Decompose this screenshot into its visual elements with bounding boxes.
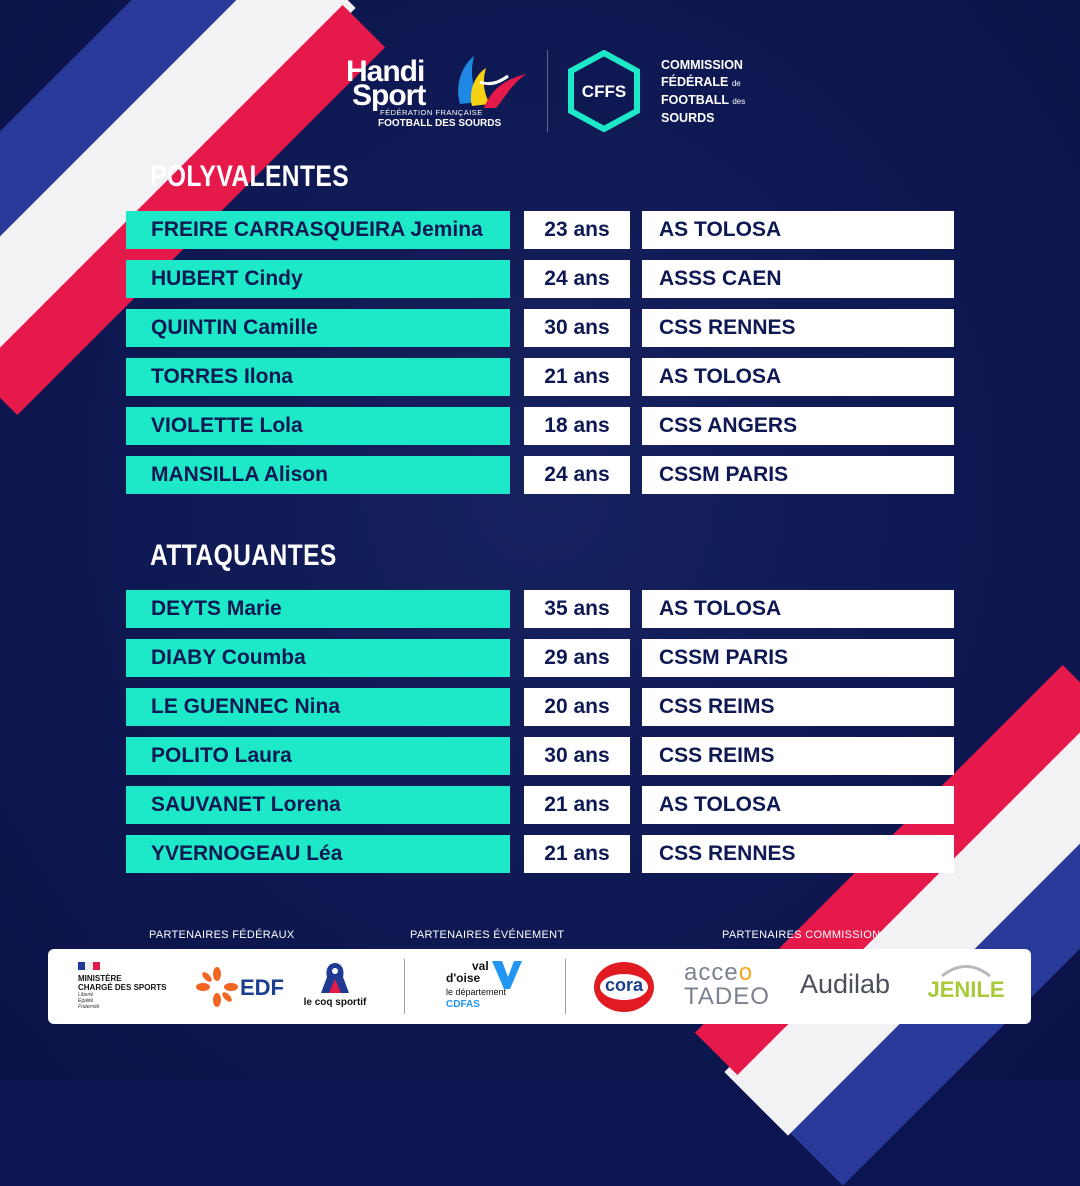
player-club: CSSM PARIS bbox=[642, 456, 954, 494]
player-club: CSS RENNES bbox=[642, 835, 954, 873]
player-age: 21 ans bbox=[524, 786, 630, 824]
player-row: FREIRE CARRASQUEIRA Jemina 23 ans AS TOL… bbox=[126, 211, 954, 249]
rooster-icon bbox=[321, 963, 349, 993]
acceo-line2: tadeo bbox=[684, 983, 770, 1010]
player-age: 30 ans bbox=[524, 309, 630, 347]
player-name: LE GUENNEC Nina bbox=[126, 688, 510, 726]
player-club: AS TOLOSA bbox=[642, 786, 954, 824]
partners-panel: MINISTÈRE CHARGÉ DES SPORTS Liberté Égal… bbox=[48, 949, 1031, 1024]
valdoise-logo: val d'oise le département CDFAS bbox=[446, 959, 526, 1015]
acceo-line1: acceo bbox=[684, 959, 754, 986]
player-age: 35 ans bbox=[524, 590, 630, 628]
jenile-arc-icon bbox=[941, 965, 991, 977]
french-flag-icon bbox=[78, 962, 100, 970]
valdoise-line4: CDFAS bbox=[446, 999, 480, 1010]
player-name: QUINTIN Camille bbox=[126, 309, 510, 347]
player-club: AS TOLOSA bbox=[642, 211, 954, 249]
player-row: VIOLETTE Lola 18 ans CSS ANGERS bbox=[126, 407, 954, 445]
ministere-motto3: Fraternité bbox=[78, 1004, 100, 1010]
player-row: MANSILLA Alison 24 ans CSSM PARIS bbox=[126, 456, 954, 494]
ministere-line1: MINISTÈRE bbox=[78, 974, 122, 983]
player-age: 21 ans bbox=[524, 358, 630, 396]
player-row: YVERNOGEAU Léa 21 ans CSS RENNES bbox=[126, 835, 954, 873]
player-club: AS TOLOSA bbox=[642, 358, 954, 396]
player-age: 30 ans bbox=[524, 737, 630, 775]
player-age: 29 ans bbox=[524, 639, 630, 677]
player-name: VIOLETTE Lola bbox=[126, 407, 510, 445]
edf-logo: EDF bbox=[196, 967, 286, 1007]
player-row: DIABY Coumba 29 ans CSSM PARIS bbox=[126, 639, 954, 677]
cfFs-badge-icon: CFFS bbox=[568, 50, 640, 132]
cfFs-line1: COMMISSION bbox=[661, 58, 743, 72]
player-club: CSS RENNES bbox=[642, 309, 954, 347]
player-name: SAUVANET Lorena bbox=[126, 786, 510, 824]
jenile-logo: JENILE bbox=[924, 961, 1008, 1013]
jenile-text: JENILE bbox=[927, 977, 1005, 1002]
player-name: HUBERT Cindy bbox=[126, 260, 510, 298]
handisport-logo: Handi Sport FÉDÉRATION FRANÇAISE FOOTBAL… bbox=[342, 52, 532, 134]
player-name: FREIRE CARRASQUEIRA Jemina bbox=[126, 211, 510, 249]
player-row: LE GUENNEC Nina 20 ans CSS REIMS bbox=[126, 688, 954, 726]
ministere-motto1: Liberté bbox=[78, 992, 94, 998]
player-age: 21 ans bbox=[524, 835, 630, 873]
player-age: 24 ans bbox=[524, 260, 630, 298]
player-age: 20 ans bbox=[524, 688, 630, 726]
player-club: CSS REIMS bbox=[642, 737, 954, 775]
ministere-line2: CHARGÉ DES SPORTS bbox=[78, 983, 167, 992]
edf-text: EDF bbox=[240, 975, 284, 1000]
handisport-word-handi: Handi bbox=[346, 55, 425, 88]
cora-text: cora bbox=[604, 975, 644, 995]
player-age: 18 ans bbox=[524, 407, 630, 445]
header-divider bbox=[547, 50, 548, 132]
handisport-federation: FÉDÉRATION FRANÇAISE bbox=[380, 108, 483, 117]
audilab-logo: Audilab bbox=[800, 969, 890, 1000]
partners-label-evenement: PARTENAIRES ÉVÉNEMENT bbox=[410, 929, 565, 941]
edf-sun-icon bbox=[196, 967, 238, 1007]
cora-logo: cora bbox=[594, 962, 654, 1012]
valdoise-line1: val bbox=[472, 959, 489, 973]
player-row: HUBERT Cindy 24 ans ASSS CAEN bbox=[126, 260, 954, 298]
handisport-subtitle: FOOTBALL DES SOURDS bbox=[378, 118, 502, 129]
player-club: ASSS CAEN bbox=[642, 260, 954, 298]
cfFs-line2: FÉDÉRALE de bbox=[661, 75, 741, 89]
partners-label-commission: PARTENAIRES COMMISSION bbox=[722, 929, 881, 941]
valdoise-line2: d'oise bbox=[446, 971, 481, 985]
valdoise-line3: le département bbox=[446, 987, 507, 997]
section-title-attaquantes: ATTAQUANTES bbox=[150, 539, 337, 572]
lecoq-logo: le coq sportif bbox=[300, 959, 370, 1015]
player-row: DEYTS Marie 35 ans AS TOLOSA bbox=[126, 590, 954, 628]
cfFs-line4: SOURDS bbox=[661, 111, 715, 125]
partners-separator bbox=[404, 959, 405, 1014]
partners-separator bbox=[565, 959, 566, 1014]
player-name: YVERNOGEAU Léa bbox=[126, 835, 510, 873]
handisport-flame-icon bbox=[458, 56, 526, 108]
player-row: TORRES Ilona 21 ans AS TOLOSA bbox=[126, 358, 954, 396]
cfFs-badge-text: CFFS bbox=[582, 82, 626, 101]
player-row: QUINTIN Camille 30 ans CSS RENNES bbox=[126, 309, 954, 347]
ministere-logo: MINISTÈRE CHARGÉ DES SPORTS Liberté Égal… bbox=[78, 962, 188, 1010]
player-club: AS TOLOSA bbox=[642, 590, 954, 628]
player-name: DEYTS Marie bbox=[126, 590, 510, 628]
player-club: CSS ANGERS bbox=[642, 407, 954, 445]
player-age: 24 ans bbox=[524, 456, 630, 494]
player-row: POLITO Laura 30 ans CSS REIMS bbox=[126, 737, 954, 775]
player-row: SAUVANET Lorena 21 ans AS TOLOSA bbox=[126, 786, 954, 824]
player-name: TORRES Ilona bbox=[126, 358, 510, 396]
player-name: DIABY Coumba bbox=[126, 639, 510, 677]
lecoq-text: le coq sportif bbox=[303, 997, 367, 1008]
player-age: 23 ans bbox=[524, 211, 630, 249]
player-club: CSSM PARIS bbox=[642, 639, 954, 677]
section-title-polyvalentes: POLYVALENTES bbox=[150, 160, 350, 193]
cfFs-line3: FOOTBALL des bbox=[661, 93, 746, 107]
ministere-motto2: Égalité bbox=[78, 998, 94, 1004]
audilab-text: Audilab bbox=[800, 969, 891, 999]
cfFs-title: COMMISSION FÉDÉRALE de FOOTBALL des SOUR… bbox=[661, 57, 745, 127]
partners-label-federaux: PARTENAIRES FÉDÉRAUX bbox=[149, 929, 295, 941]
acceo-tadeo-logo: acceo tadeo bbox=[684, 961, 774, 1013]
handisport-word-sport: Sport bbox=[352, 79, 426, 112]
valdoise-v-icon bbox=[492, 961, 522, 989]
player-name: MANSILLA Alison bbox=[126, 456, 510, 494]
player-name: POLITO Laura bbox=[126, 737, 510, 775]
player-club: CSS REIMS bbox=[642, 688, 954, 726]
